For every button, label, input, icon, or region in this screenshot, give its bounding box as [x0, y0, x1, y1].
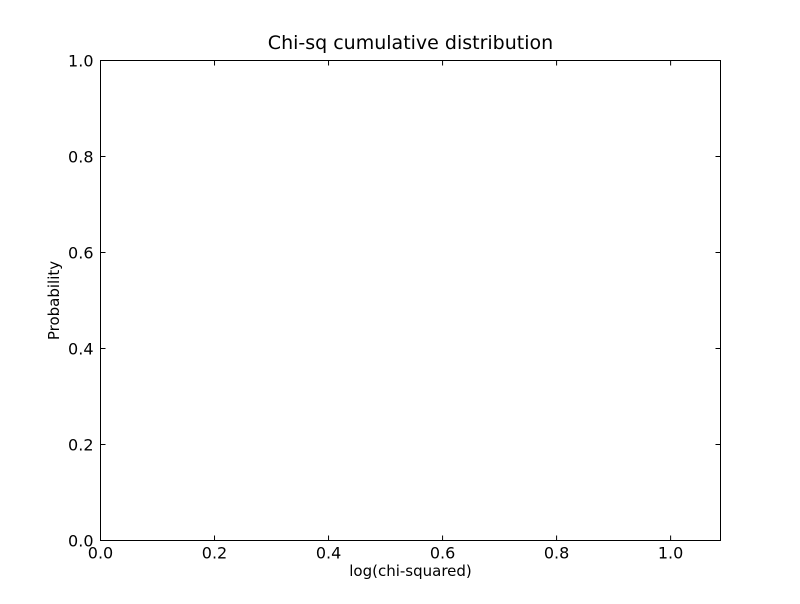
x-tick-label: 1.0: [658, 544, 683, 563]
y-tick-label: 0.6: [68, 244, 93, 263]
y-tick-label: 1.0: [68, 52, 93, 71]
y-tick-label: 0.4: [68, 340, 93, 359]
y-tick-label: 0.0: [68, 532, 93, 551]
chart-title: Chi-sq cumulative distribution: [268, 32, 553, 54]
plot-area-frame: [100, 60, 721, 541]
x-tick-label: 0.4: [316, 544, 341, 563]
x-tick-label: 0.0: [88, 544, 113, 563]
x-tick-label: 0.6: [430, 544, 455, 563]
y-tick-label: 0.8: [68, 148, 93, 167]
x-axis-label: log(chi-squared): [349, 562, 472, 580]
y-tick-label: 0.2: [68, 436, 93, 455]
x-tick-label: 0.2: [202, 544, 227, 563]
x-tick-label: 0.8: [544, 544, 569, 563]
y-axis-label: Probability: [45, 261, 63, 340]
axis-ticks: 0.0 0.2 0.4 0.6 0.8 1.0 0.0 0.2 0.4 0.6 0.8 1.0: [68, 52, 721, 563]
